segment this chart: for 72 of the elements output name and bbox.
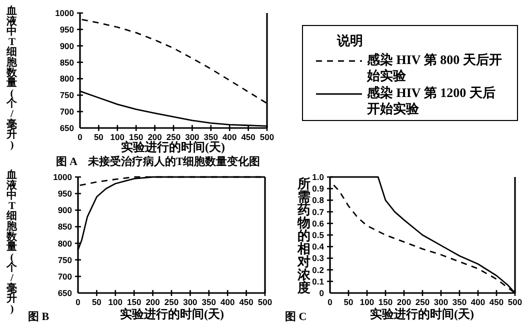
x-tick-label: 100: [110, 132, 125, 142]
y-tick-label: 0.3: [312, 253, 324, 264]
text: 所需药物的相对浓度: [298, 176, 310, 295]
y-tick-label: 850: [60, 57, 74, 68]
y-tick-label: 0.1: [312, 276, 324, 286]
x-axis-title: 实验进行的时间(天): [121, 140, 225, 154]
y-tick-label: 0: [319, 288, 324, 298]
x-tick-label: 300: [434, 297, 448, 307]
y-tick-label: 800: [60, 74, 74, 84]
x-tick-label: 500: [508, 297, 522, 307]
x-tick-label: 400: [220, 297, 235, 307]
x-axis-title: 实验进行的时间(天): [120, 307, 224, 321]
y-tick-label: 0.5: [312, 230, 324, 240]
x-tick-label: 200: [396, 297, 412, 307]
x-axis-title: 实验进行的时间(天): [370, 307, 474, 321]
text: 图 B: [28, 311, 50, 323]
x-tick-label: 250: [166, 132, 181, 142]
x-tick-label: 200: [146, 297, 160, 307]
text: 图 C: [285, 311, 307, 323]
y-tick-label: 0.8: [312, 195, 324, 206]
x-tick-label: 150: [378, 297, 393, 307]
y-tick-label: 950: [58, 188, 72, 199]
x-tick-label: 350: [204, 132, 218, 142]
x-tick-label: 0: [78, 132, 83, 142]
x-tick-label: 350: [452, 297, 467, 307]
x-tick-label: 500: [258, 297, 272, 307]
x-tick-label: 300: [183, 297, 198, 307]
x-tick-label: 50: [94, 132, 104, 142]
y-tick-label: 850: [58, 222, 72, 232]
x-tick-label: 300: [185, 132, 200, 142]
y-tick-label: 700: [58, 271, 72, 282]
x-tick-label: 450: [241, 132, 256, 142]
x-tick-label: 150: [129, 132, 144, 142]
y-tick-label: 0.9: [312, 184, 324, 194]
x-tick-label: 350: [202, 297, 216, 307]
y-tick-label: 950: [60, 24, 74, 34]
x-tick-label: 500: [260, 132, 274, 142]
text: 血液中T细胞数量(个/毫升): [6, 6, 18, 151]
x-tick-label: 0: [76, 297, 81, 307]
x-tick-label: 0: [328, 297, 333, 307]
y-tick-label: 0.2: [312, 264, 324, 275]
x-tick-label: 400: [222, 132, 237, 142]
y-tick-label: 1000: [55, 8, 74, 18]
y-tick-label: 800: [58, 238, 72, 248]
x-tick-label: 100: [360, 297, 374, 307]
legend-label: 感染 HIV 第 800 天后开始实验: [367, 52, 503, 84]
y-tick-label: 650: [60, 123, 74, 133]
y-tick-label: 750: [60, 90, 74, 100]
x-tick-label: 200: [148, 132, 162, 142]
y-tick-label: 0.4: [312, 242, 324, 252]
x-tick-label: 100: [108, 297, 123, 307]
x-tick-label: 450: [489, 297, 504, 307]
y-tick-label: 1000: [53, 172, 72, 182]
x-tick-label: 150: [127, 297, 142, 307]
x-tick-label: 250: [164, 297, 179, 307]
text: 图 A 未接受治疗病人的T细胞数量变化图: [56, 155, 260, 168]
y-tick-label: 0.7: [312, 206, 324, 217]
x-tick-label: 250: [415, 297, 430, 307]
text: 血液中T细胞数量(个/毫升): [6, 170, 18, 315]
legend-label: 感染 HIV 第 1200 天后开始实验: [367, 85, 496, 117]
x-tick-label: 50: [344, 297, 354, 307]
y-tick-label: 650: [58, 288, 72, 298]
x-tick-label: 450: [239, 297, 254, 307]
y-tick-label: 0.6: [312, 218, 324, 228]
legend-title: 说明: [337, 32, 363, 50]
x-tick-label: 50: [92, 297, 102, 307]
y-tick-label: 900: [60, 40, 74, 51]
y-tick-label: 750: [58, 254, 72, 265]
x-tick-label: 400: [470, 297, 486, 307]
y-tick-label: 900: [58, 205, 72, 216]
y-tick-label: 1.0: [312, 172, 324, 182]
y-tick-label: 700: [60, 106, 74, 117]
